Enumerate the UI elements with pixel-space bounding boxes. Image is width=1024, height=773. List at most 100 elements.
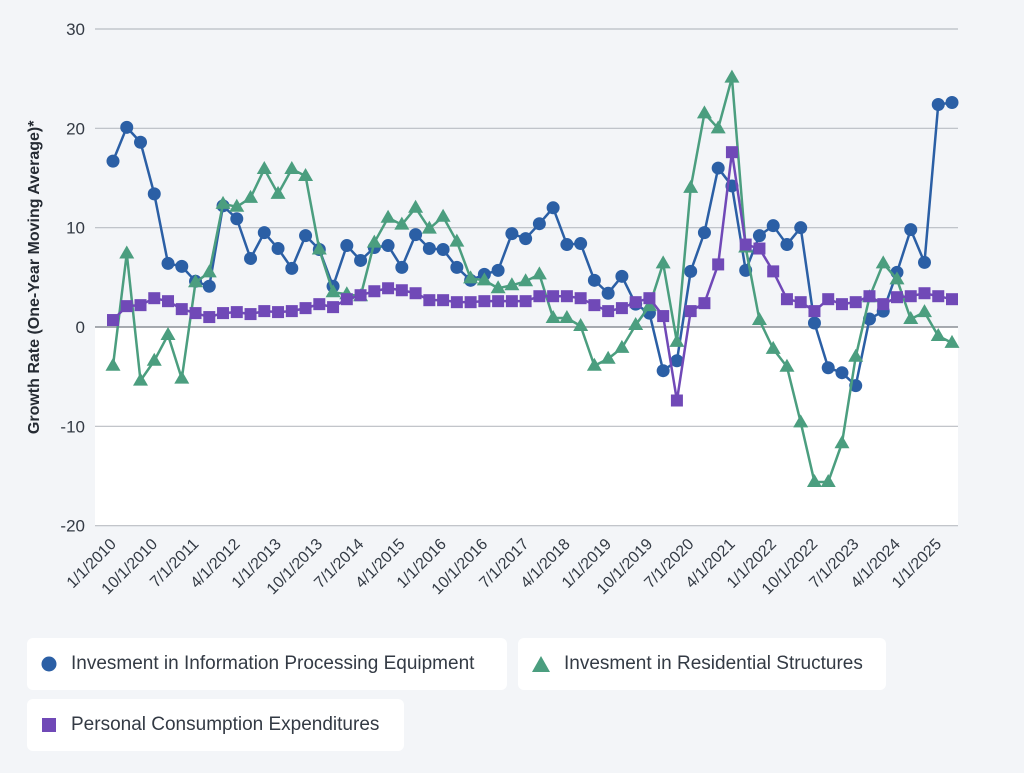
y-tick-label: -10 xyxy=(60,417,85,436)
legend-item-pce: Personal Consumption Expenditures xyxy=(27,699,404,751)
data-point xyxy=(311,241,327,255)
legend-label: Invesment in Residential Structures xyxy=(564,653,863,674)
data-point xyxy=(945,96,959,110)
data-point xyxy=(889,271,905,285)
data-point xyxy=(930,327,946,341)
data-point xyxy=(450,260,464,274)
data-point xyxy=(435,208,451,222)
data-point xyxy=(670,354,684,368)
data-point xyxy=(256,161,272,175)
data-point xyxy=(657,310,670,323)
data-point xyxy=(753,242,766,255)
data-point xyxy=(133,372,149,386)
data-point xyxy=(175,303,188,316)
data-point xyxy=(201,264,217,278)
data-point xyxy=(656,364,670,378)
data-point xyxy=(105,357,121,371)
data-point xyxy=(916,304,932,318)
data-point xyxy=(492,295,505,308)
data-point xyxy=(285,261,299,275)
data-point xyxy=(559,310,575,324)
data-point xyxy=(588,299,601,312)
data-point xyxy=(380,209,396,223)
data-point xyxy=(586,357,602,371)
data-point xyxy=(519,232,533,246)
data-point xyxy=(146,352,162,366)
data-point xyxy=(696,105,712,119)
data-point xyxy=(615,302,628,315)
data-point xyxy=(670,394,683,407)
data-point xyxy=(765,340,781,354)
data-point xyxy=(904,290,917,303)
data-point xyxy=(325,284,341,298)
data-point xyxy=(532,217,546,231)
data-point xyxy=(120,120,134,134)
data-point xyxy=(751,312,767,326)
data-point xyxy=(394,216,410,230)
data-point xyxy=(395,260,409,274)
circle-marker-icon xyxy=(41,656,57,672)
data-point xyxy=(822,293,835,306)
data-point xyxy=(284,161,300,175)
data-point xyxy=(587,273,601,287)
data-point xyxy=(464,296,477,309)
data-point xyxy=(272,306,285,319)
data-point xyxy=(806,473,822,487)
y-axis-label: Growth Rate (One-Year Moving Average)* xyxy=(26,120,43,434)
data-point xyxy=(903,311,919,325)
square-marker-icon xyxy=(42,718,56,732)
data-point xyxy=(409,287,422,300)
data-point xyxy=(547,290,560,303)
y-tick-label: -20 xyxy=(60,517,85,536)
data-point xyxy=(354,289,367,302)
data-point xyxy=(134,299,147,312)
data-point xyxy=(476,272,492,286)
data-point xyxy=(257,226,271,240)
data-point xyxy=(600,350,616,364)
data-point xyxy=(120,300,133,313)
data-point xyxy=(299,302,312,315)
data-point xyxy=(463,270,479,284)
data-point xyxy=(202,279,216,293)
data-point xyxy=(160,326,176,340)
y-tick-label: 0 xyxy=(76,318,85,337)
data-point xyxy=(422,242,436,256)
data-point xyxy=(655,255,671,269)
data-point xyxy=(478,295,491,308)
data-point xyxy=(779,358,795,372)
data-point xyxy=(641,298,657,312)
data-point xyxy=(767,265,780,278)
data-point xyxy=(793,414,809,428)
data-point xyxy=(354,253,368,267)
data-point xyxy=(437,294,450,307)
data-point xyxy=(518,273,534,287)
data-point xyxy=(188,274,204,288)
data-point xyxy=(698,297,711,310)
data-point xyxy=(119,245,135,259)
data-point xyxy=(931,97,945,111)
data-point xyxy=(423,294,436,307)
data-point xyxy=(174,370,190,384)
data-point xyxy=(711,161,725,175)
data-point xyxy=(946,293,958,306)
legend-label: Personal Consumption Expenditures xyxy=(71,714,380,735)
data-point xyxy=(821,361,835,375)
data-point xyxy=(820,473,836,487)
data-point xyxy=(161,256,175,270)
data-point xyxy=(628,317,644,331)
legend-label: Invesment in Information Processing Equi… xyxy=(71,653,475,674)
data-point xyxy=(890,291,903,304)
data-point xyxy=(409,228,423,242)
data-point xyxy=(203,311,216,324)
data-point xyxy=(230,306,243,319)
data-point xyxy=(712,258,725,271)
data-point xyxy=(684,264,698,278)
data-point xyxy=(794,221,808,235)
data-point xyxy=(106,154,120,168)
data-point xyxy=(835,298,848,311)
data-point xyxy=(602,305,615,318)
data-point xyxy=(766,219,780,233)
data-point xyxy=(243,189,259,203)
data-point xyxy=(382,282,395,295)
data-point xyxy=(683,179,699,193)
